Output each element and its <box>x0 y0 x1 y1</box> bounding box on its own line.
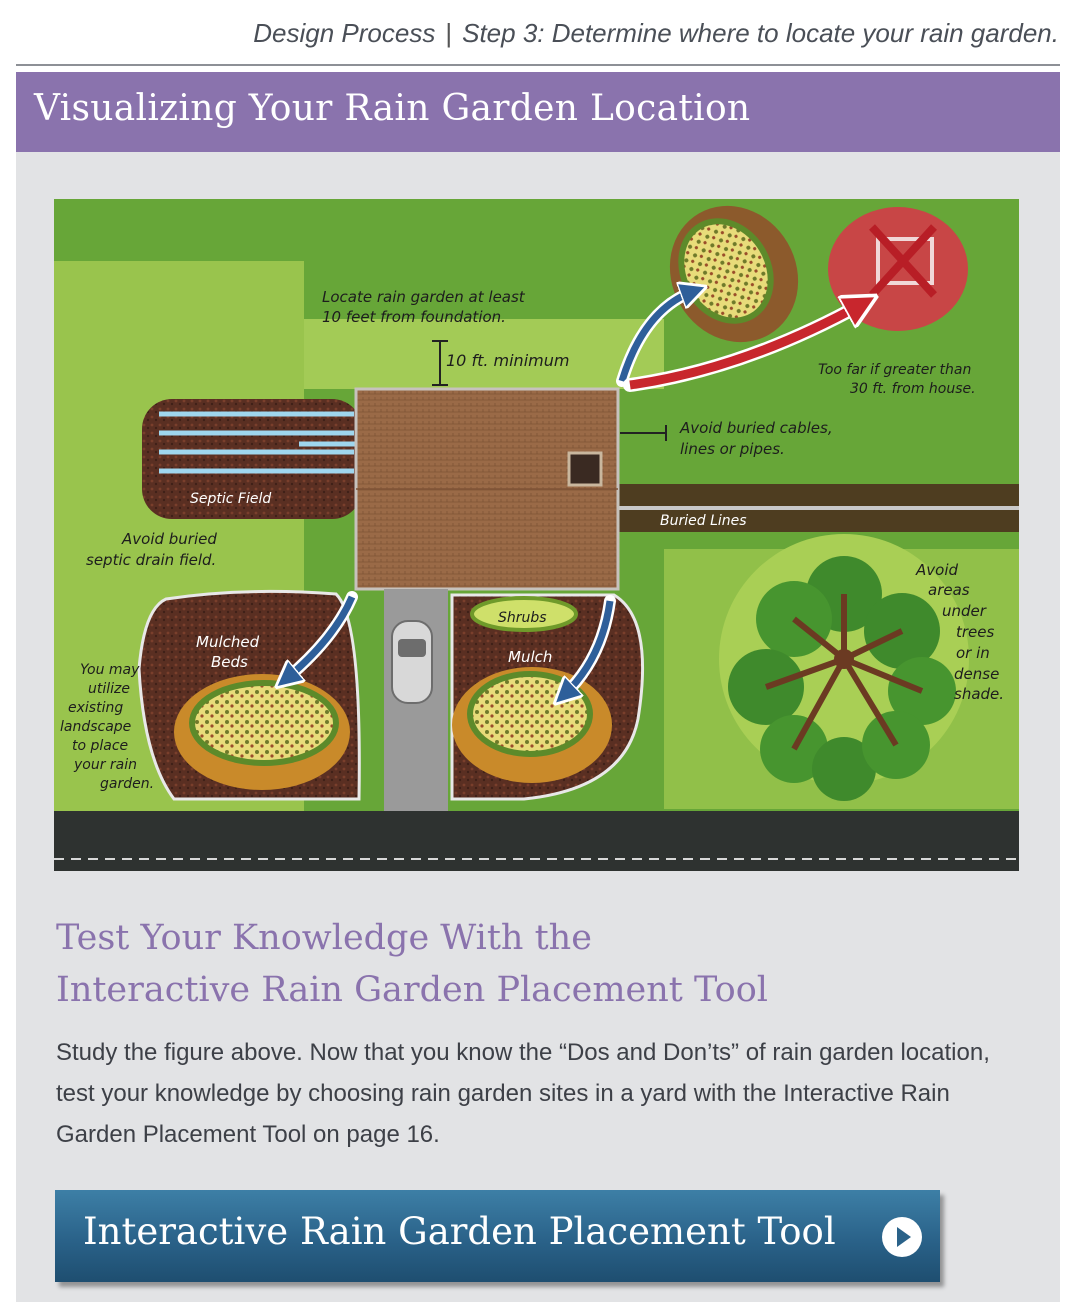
label-septic-avoid-1: Avoid buried <box>121 530 217 548</box>
label-cables-1: Avoid buried cables, <box>679 419 833 437</box>
label-landscape-3: existing <box>68 700 123 716</box>
label-trees-4: trees <box>956 623 995 641</box>
arrow-mulch-bed <box>564 600 614 695</box>
placement-tool-button[interactable]: Interactive Rain Garden Placement Tool <box>55 1190 940 1282</box>
label-landscape-5: to place <box>72 738 128 754</box>
road <box>54 811 1019 871</box>
chimney <box>567 451 603 487</box>
label-landscape-1: You may <box>80 662 140 678</box>
breadcrumb-step: Step 3: Determine where to locate your r… <box>462 18 1059 48</box>
label-foundation-1: Locate rain garden at least <box>322 288 526 306</box>
breadcrumb: Design Process | Step 3: Determine where t… <box>253 18 1059 49</box>
light-lawn-buffer <box>304 319 664 389</box>
label-septic-avoid-2: septic drain field. <box>86 551 216 569</box>
page-title: Visualizing Your Rain Garden Location <box>34 88 751 129</box>
placement-illustration: Locate rain garden at least 10 feet from… <box>54 199 1019 871</box>
label-septic-field: Septic Field <box>190 491 271 507</box>
tree-canopy <box>719 534 969 801</box>
label-mulch: Mulch <box>508 648 552 666</box>
play-circle-icon <box>882 1217 922 1257</box>
ten-foot-dimension <box>432 340 448 386</box>
placement-tool-button-label: Interactive Rain Garden Placement Tool <box>83 1210 836 1253</box>
arrow-too-far <box>629 304 862 390</box>
car <box>391 620 433 704</box>
label-buried-lines: Buried Lines <box>660 513 747 529</box>
label-landscape-4: landscape <box>60 719 131 735</box>
section-title-line-2: Interactive Rain Garden Placement Tool <box>56 970 768 1010</box>
arrow-mulched-beds <box>286 595 356 679</box>
label-too-far-1: Too far if greater than <box>818 362 971 378</box>
breadcrumb-section: Design Process <box>253 18 436 48</box>
label-trees-3: under <box>942 602 987 620</box>
cable-pointer <box>620 425 667 441</box>
yard-diagram: Locate rain garden at least 10 feet from… <box>54 199 1019 871</box>
breadcrumb-separator: | <box>445 18 453 48</box>
section-header: Visualizing Your Rain Garden Location <box>16 72 1060 152</box>
section-title-line-1: Test Your Knowledge With the <box>56 918 592 958</box>
arrow-good-placement <box>618 291 694 383</box>
label-cables-2: lines or pipes. <box>680 440 785 458</box>
label-mulched-beds-2: Beds <box>211 653 248 671</box>
label-minimum: 10 ft. minimum <box>446 351 569 370</box>
label-shrubs: Shrubs <box>498 610 547 626</box>
label-trees-6: dense <box>954 665 999 683</box>
shrubs <box>470 596 578 632</box>
x-mark-icon <box>869 224 937 298</box>
label-landscape-7: garden. <box>100 776 154 792</box>
label-trees-2: areas <box>928 581 970 599</box>
section-body: Study the figure above. Now that you kno… <box>56 1039 990 1148</box>
label-trees-7: shade. <box>954 685 1004 703</box>
label-trees-1: Avoid <box>915 561 958 579</box>
septic-field <box>142 399 362 519</box>
label-landscape-6: your rain <box>73 757 137 773</box>
label-mulched-beds-1: Mulched <box>196 633 260 651</box>
section-title: Test Your Knowledge With the Interactive… <box>56 912 768 1016</box>
label-landscape-2: utilize <box>88 681 130 697</box>
header-rule <box>16 64 1060 66</box>
septic-pipes <box>159 411 356 474</box>
label-too-far-2: 30 ft. from house. <box>850 381 976 397</box>
label-foundation-2: 10 feet from foundation. <box>322 308 506 326</box>
label-trees-5: or in <box>956 644 990 662</box>
